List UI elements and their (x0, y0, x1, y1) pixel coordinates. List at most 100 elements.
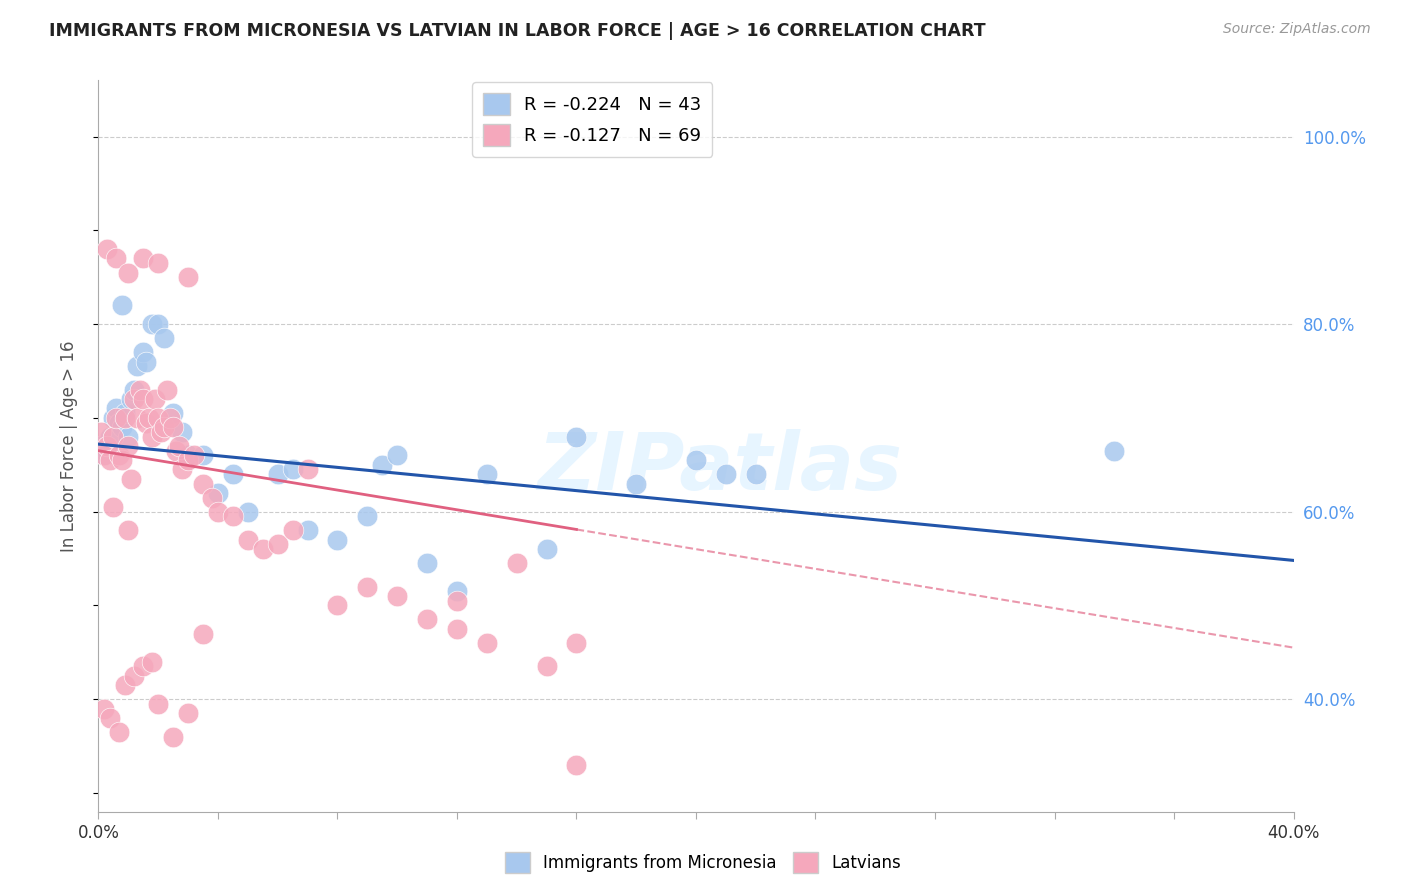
Point (93, 701, 115, 715)
Point (138, 410, 160, 425)
Point (148, 317, 170, 331)
Point (281, 462, 304, 476)
Point (148, 410, 170, 425)
Point (191, 626, 214, 640)
Point (159, 410, 181, 425)
Point (90, 425, 112, 439)
Point (108, 449, 131, 463)
Legend: Immigrants from Micronesia, Latvians: Immigrants from Micronesia, Latvians (498, 846, 908, 880)
Point (236, 533, 259, 547)
Point (93, 449, 115, 463)
Point (1104, 443, 1126, 458)
Point (105, 410, 128, 425)
Point (207, 505, 229, 519)
Point (127, 359, 149, 374)
Point (90, 439, 112, 453)
Point (148, 697, 170, 711)
Point (446, 584, 468, 599)
Point (446, 622, 468, 636)
Point (141, 429, 163, 443)
Point (297, 462, 319, 476)
Point (177, 706, 200, 721)
Point (714, 467, 737, 482)
Point (143, 392, 166, 406)
Point (105, 252, 128, 266)
Point (177, 449, 200, 463)
Point (385, 449, 409, 463)
Point (252, 542, 274, 557)
Point (96, 439, 118, 453)
Point (685, 453, 707, 467)
Text: Source: ZipAtlas.com: Source: ZipAtlas.com (1223, 22, 1371, 37)
Point (141, 317, 163, 331)
Point (267, 537, 290, 551)
Point (132, 252, 155, 266)
Point (167, 439, 190, 453)
Point (475, 636, 498, 650)
Point (98, 711, 122, 725)
Point (129, 383, 152, 397)
Text: ZIPatlas: ZIPatlas (537, 429, 903, 507)
Point (120, 472, 142, 486)
Y-axis label: In Labor Force | Age > 16: In Labor Force | Age > 16 (59, 340, 77, 552)
Point (177, 270, 200, 285)
Point (120, 392, 142, 406)
Point (475, 467, 498, 482)
Point (98, 453, 122, 467)
Point (127, 410, 149, 425)
Point (162, 406, 184, 420)
Point (201, 491, 224, 505)
Point (103, 410, 125, 425)
Point (536, 659, 558, 673)
Point (565, 757, 588, 772)
Point (165, 443, 187, 458)
Point (207, 486, 229, 500)
Point (162, 420, 184, 434)
Point (326, 533, 349, 547)
Point (236, 505, 259, 519)
Point (117, 266, 139, 280)
Point (132, 392, 155, 406)
Point (326, 599, 349, 613)
Point (446, 593, 468, 607)
Point (267, 467, 290, 482)
Point (124, 392, 146, 406)
Point (172, 462, 194, 476)
Point (124, 383, 146, 397)
Point (93, 449, 115, 463)
Point (148, 256, 170, 270)
Point (114, 410, 136, 425)
Point (177, 453, 200, 467)
Point (172, 425, 194, 439)
Point (135, 416, 157, 430)
Point (132, 659, 155, 673)
Point (156, 383, 179, 397)
Point (506, 556, 529, 570)
Point (416, 612, 439, 626)
Point (98, 429, 122, 443)
Point (416, 556, 439, 570)
Point (96, 242, 118, 256)
Point (103, 500, 125, 514)
Point (281, 524, 304, 538)
Point (626, 476, 648, 491)
Point (96, 439, 118, 453)
Point (536, 542, 558, 557)
Point (565, 429, 588, 443)
Point (108, 416, 131, 430)
Point (117, 439, 139, 453)
Point (111, 420, 134, 434)
Point (132, 345, 155, 359)
Point (371, 458, 394, 472)
Point (141, 655, 163, 669)
Point (114, 406, 136, 420)
Point (103, 429, 125, 443)
Text: IMMIGRANTS FROM MICRONESIA VS LATVIAN IN LABOR FORCE | AGE > 16 CORRELATION CHAR: IMMIGRANTS FROM MICRONESIA VS LATVIAN IN… (49, 22, 986, 40)
Point (124, 669, 146, 683)
Point (183, 449, 205, 463)
Point (162, 730, 184, 744)
Point (153, 331, 176, 345)
Point (356, 509, 378, 524)
Point (111, 453, 134, 467)
Point (117, 524, 139, 538)
